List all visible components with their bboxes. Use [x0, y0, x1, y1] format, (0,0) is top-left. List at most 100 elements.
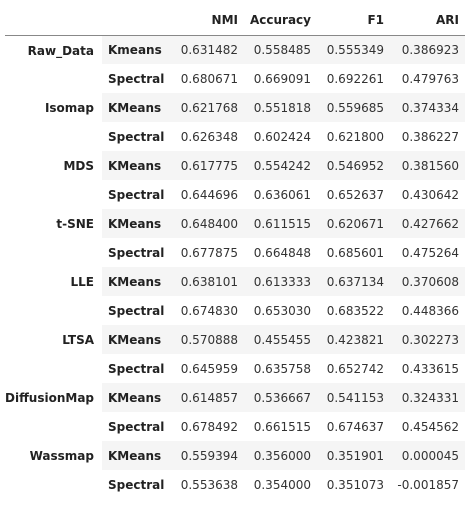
row-header-algorithm: KMeans: [102, 267, 174, 296]
cell-accuracy: 0.354000: [244, 470, 317, 499]
cell-nmi: 0.638101: [174, 267, 244, 296]
cell-nmi: 0.621768: [174, 93, 244, 122]
cell-accuracy: 0.558485: [244, 35, 317, 64]
cell-accuracy: 0.613333: [244, 267, 317, 296]
cell-nmi: 0.559394: [174, 441, 244, 470]
cell-nmi: 0.617775: [174, 151, 244, 180]
cell-ari: 0.430642: [390, 180, 465, 209]
cell-nmi: 0.631482: [174, 35, 244, 64]
cell-ari: 0.324331: [390, 383, 465, 412]
cell-f1: 0.685601: [317, 238, 390, 267]
cell-nmi: 0.678492: [174, 412, 244, 441]
cell-accuracy: 0.636061: [244, 180, 317, 209]
cell-accuracy: 0.536667: [244, 383, 317, 412]
table-row: LLE KMeans 0.638101 0.613333 0.637134 0.37060…: [5, 267, 465, 325]
table-row: Spectral 0.678492 0.661515 0.674637 0.454562: [5, 412, 465, 441]
row-header-method: LTSA: [5, 325, 102, 383]
table-row: MDS KMeans 0.617775 0.554242 0.546952 0.38156…: [5, 151, 465, 209]
cell-nmi: 0.680671: [174, 64, 244, 93]
row-header-method: t-SNE: [5, 209, 102, 267]
cell-f1: 0.652637: [317, 180, 390, 209]
header-blank-algo: [102, 5, 174, 36]
cell-ari: 0.000045: [390, 441, 465, 470]
row-header-algorithm: KMeans: [102, 151, 174, 180]
cell-accuracy: 0.602424: [244, 122, 317, 151]
cell-accuracy: 0.551818: [244, 93, 317, 122]
column-header-accuracy: Accuracy: [244, 5, 317, 36]
cell-accuracy: 0.356000: [244, 441, 317, 470]
cell-f1: 0.692261: [317, 64, 390, 93]
header-row: NMI Accuracy F1 ARI: [5, 5, 465, 36]
row-header-method: Raw_Data: [5, 35, 102, 93]
header-blank-method: [5, 5, 102, 36]
table-row: Wassmap KMeans 0.559394 0.356000 0.351901 0.0…: [5, 441, 465, 499]
row-header-method: LLE: [5, 267, 102, 325]
clustering-results-table: NMI Accuracy F1 ARI Raw_Data Kmeans 0.6314…: [5, 5, 465, 499]
table-row: DiffusionMap KMeans 0.614857 0.536667 0.5411…: [5, 383, 465, 441]
cell-ari: 0.475264: [390, 238, 465, 267]
cell-ari: 0.448366: [390, 296, 465, 325]
row-header-algorithm: KMeans: [102, 383, 174, 412]
table-row: Spectral 0.677875 0.664848 0.685601 0.475264: [5, 238, 465, 267]
row-header-algorithm: Spectral: [102, 354, 174, 383]
cell-ari: 0.386923: [390, 35, 465, 64]
row-header-algorithm: Spectral: [102, 64, 174, 93]
cell-ari: -0.001857: [390, 470, 465, 499]
cell-f1: 0.423821: [317, 325, 390, 354]
cell-nmi: 0.648400: [174, 209, 244, 238]
row-header-algorithm: Spectral: [102, 412, 174, 441]
cell-f1: 0.555349: [317, 35, 390, 64]
row-header-algorithm: KMeans: [102, 441, 174, 470]
cell-f1: 0.351073: [317, 470, 390, 499]
cell-accuracy: 0.455455: [244, 325, 317, 354]
column-header-nmi: NMI: [174, 5, 244, 36]
cell-accuracy: 0.653030: [244, 296, 317, 325]
row-header-algorithm: Spectral: [102, 238, 174, 267]
row-header-algorithm: KMeans: [102, 325, 174, 354]
cell-nmi: 0.677875: [174, 238, 244, 267]
table-header: NMI Accuracy F1 ARI: [5, 5, 465, 36]
cell-nmi: 0.614857: [174, 383, 244, 412]
cell-ari: 0.454562: [390, 412, 465, 441]
cell-accuracy: 0.554242: [244, 151, 317, 180]
cell-nmi: 0.644696: [174, 180, 244, 209]
table-body: Raw_Data Kmeans 0.631482 0.558485 0.555349 0.…: [5, 35, 465, 499]
table-row: Spectral 0.674830 0.653030 0.683522 0.448366: [5, 296, 465, 325]
row-header-method: Wassmap: [5, 441, 102, 499]
table-row: Spectral 0.553638 0.354000 0.351073 -0.00185…: [5, 470, 465, 499]
cell-f1: 0.637134: [317, 267, 390, 296]
cell-f1: 0.652742: [317, 354, 390, 383]
cell-ari: 0.479763: [390, 64, 465, 93]
table-row: t-SNE KMeans 0.648400 0.611515 0.620671 0.427…: [5, 209, 465, 267]
row-header-algorithm: Spectral: [102, 180, 174, 209]
cell-accuracy: 0.635758: [244, 354, 317, 383]
cell-nmi: 0.674830: [174, 296, 244, 325]
row-header-algorithm: Spectral: [102, 296, 174, 325]
cell-f1: 0.683522: [317, 296, 390, 325]
row-header-algorithm: Spectral: [102, 470, 174, 499]
table-row: LTSA KMeans 0.570888 0.455455 0.423821 0.3022…: [5, 325, 465, 383]
cell-ari: 0.386227: [390, 122, 465, 151]
cell-ari: 0.370608: [390, 267, 465, 296]
cell-f1: 0.674637: [317, 412, 390, 441]
cell-accuracy: 0.664848: [244, 238, 317, 267]
row-header-method: MDS: [5, 151, 102, 209]
cell-accuracy: 0.661515: [244, 412, 317, 441]
cell-f1: 0.546952: [317, 151, 390, 180]
cell-ari: 0.374334: [390, 93, 465, 122]
table-row: Spectral 0.645959 0.635758 0.652742 0.433615: [5, 354, 465, 383]
row-header-algorithm: Kmeans: [102, 35, 174, 64]
row-header-algorithm: KMeans: [102, 93, 174, 122]
cell-f1: 0.559685: [317, 93, 390, 122]
cell-nmi: 0.626348: [174, 122, 244, 151]
cell-accuracy: 0.611515: [244, 209, 317, 238]
column-header-f1: F1: [317, 5, 390, 36]
cell-nmi: 0.553638: [174, 470, 244, 499]
column-header-ari: ARI: [390, 5, 465, 36]
cell-f1: 0.541153: [317, 383, 390, 412]
cell-ari: 0.427662: [390, 209, 465, 238]
cell-ari: 0.302273: [390, 325, 465, 354]
table-row: Spectral 0.626348 0.602424 0.621800 0.386227: [5, 122, 465, 151]
table-row: Isomap KMeans 0.621768 0.551818 0.559685 0.37…: [5, 93, 465, 151]
